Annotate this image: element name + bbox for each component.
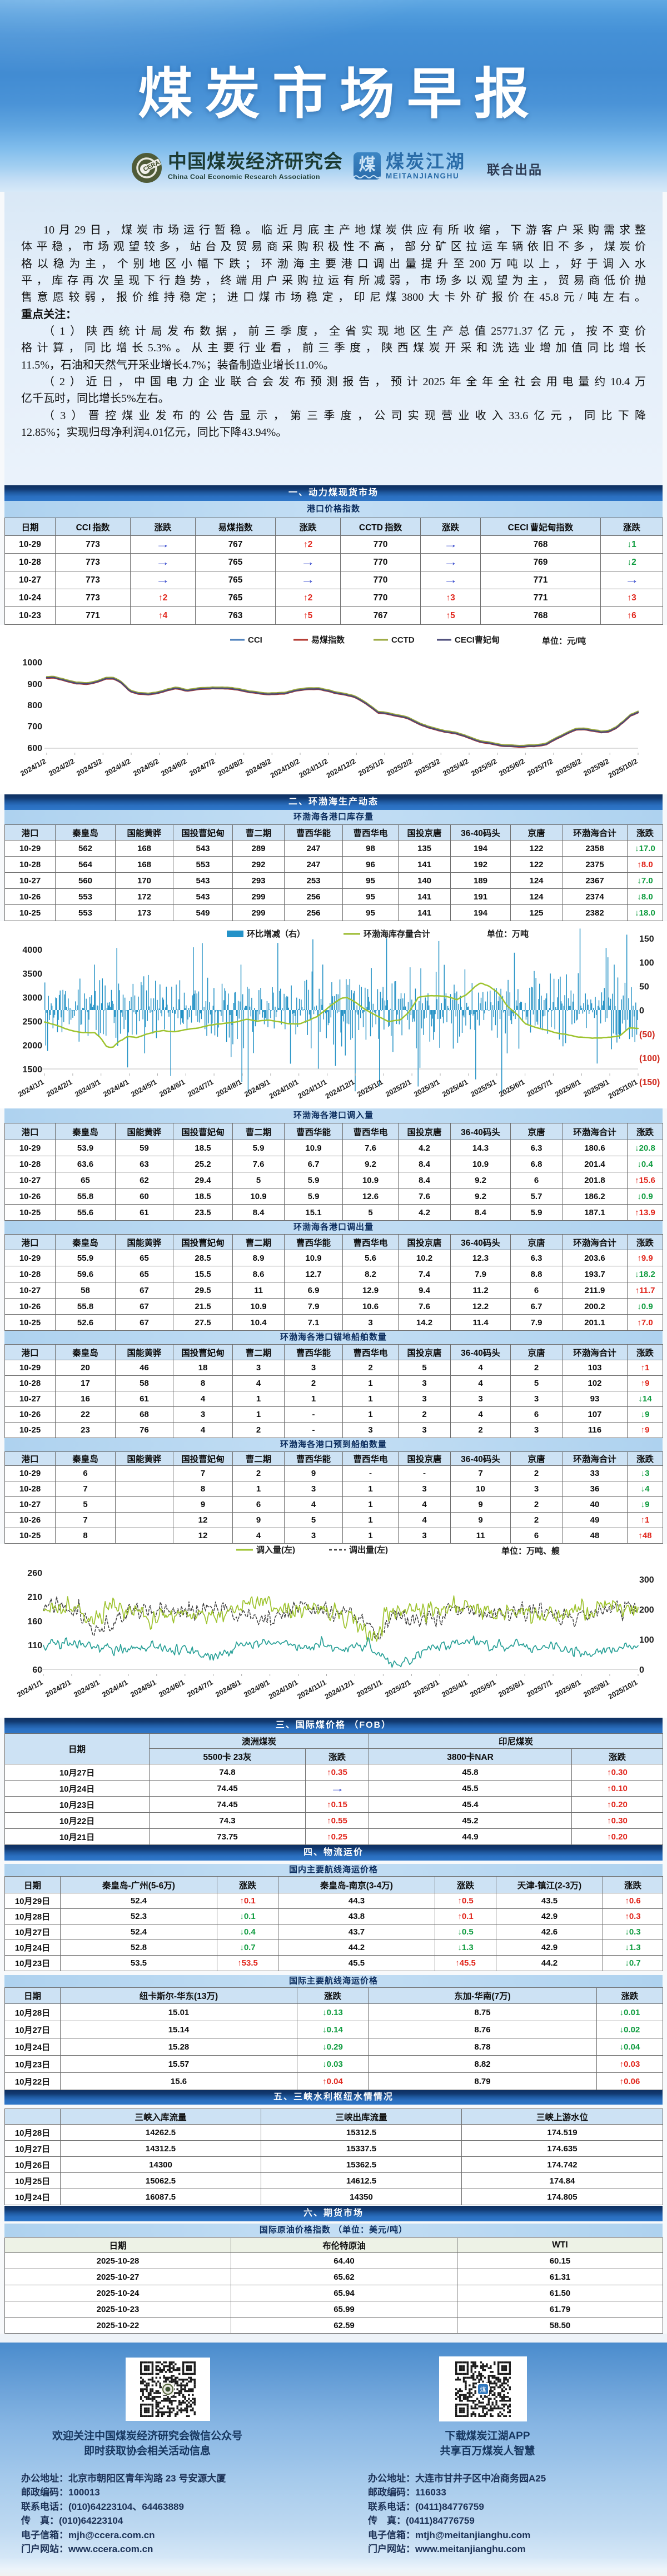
svg-text:(100): (100) [639,1054,660,1063]
svg-text:4000: 4000 [22,946,42,955]
svg-text:CCTD: CCTD [391,635,415,645]
svg-text:单位：万吨: 单位：万吨 [487,929,529,939]
svg-text:单位：元/吨: 单位：元/吨 [542,636,586,646]
svg-text:1500: 1500 [22,1065,42,1075]
svg-text:0: 0 [639,1665,644,1675]
svg-text:2500: 2500 [22,1017,42,1027]
svg-text:800: 800 [27,701,42,710]
svg-text:环渤海库存量合计: 环渤海库存量合计 [364,929,430,939]
svg-text:0: 0 [639,1006,644,1016]
svg-text:1000: 1000 [22,658,42,668]
svg-text:210: 210 [27,1593,42,1602]
svg-text:300: 300 [639,1575,654,1585]
svg-text:调入量(左): 调入量(左) [256,1545,295,1555]
svg-text:2000: 2000 [22,1041,42,1051]
svg-text:110: 110 [28,1641,42,1650]
svg-text:环比增减（右）: 环比增减（右） [247,929,305,939]
svg-text:150: 150 [639,934,654,944]
svg-text:易煤指数: 易煤指数 [311,635,345,645]
svg-text:单位：万吨、艘: 单位：万吨、艘 [501,1546,560,1556]
svg-text:260: 260 [27,1569,42,1578]
svg-text:(150): (150) [639,1078,660,1087]
svg-text:700: 700 [27,722,42,732]
svg-text:60: 60 [32,1665,42,1675]
svg-text:900: 900 [27,680,42,689]
svg-text:100: 100 [639,1635,654,1645]
svg-text:3500: 3500 [22,969,42,979]
svg-text:600: 600 [27,744,42,753]
svg-text:3000: 3000 [22,993,42,1003]
svg-text:CCI: CCI [248,635,262,645]
svg-text:煤: 煤 [480,2386,486,2393]
svg-text:CECI曹妃甸: CECI曹妃甸 [455,635,500,645]
svg-text:160: 160 [27,1617,42,1627]
svg-text:(50): (50) [639,1030,655,1040]
svg-text:调出量(左): 调出量(左) [349,1545,388,1555]
svg-text:100: 100 [639,958,654,968]
svg-text:200: 200 [639,1605,654,1615]
svg-text:50: 50 [639,982,649,992]
